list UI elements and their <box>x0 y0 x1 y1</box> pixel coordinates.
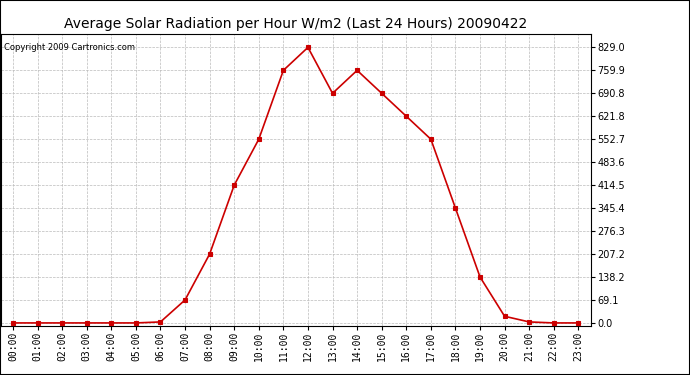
Title: Average Solar Radiation per Hour W/m2 (Last 24 Hours) 20090422: Average Solar Radiation per Hour W/m2 (L… <box>64 17 527 31</box>
Text: Copyright 2009 Cartronics.com: Copyright 2009 Cartronics.com <box>3 42 135 51</box>
